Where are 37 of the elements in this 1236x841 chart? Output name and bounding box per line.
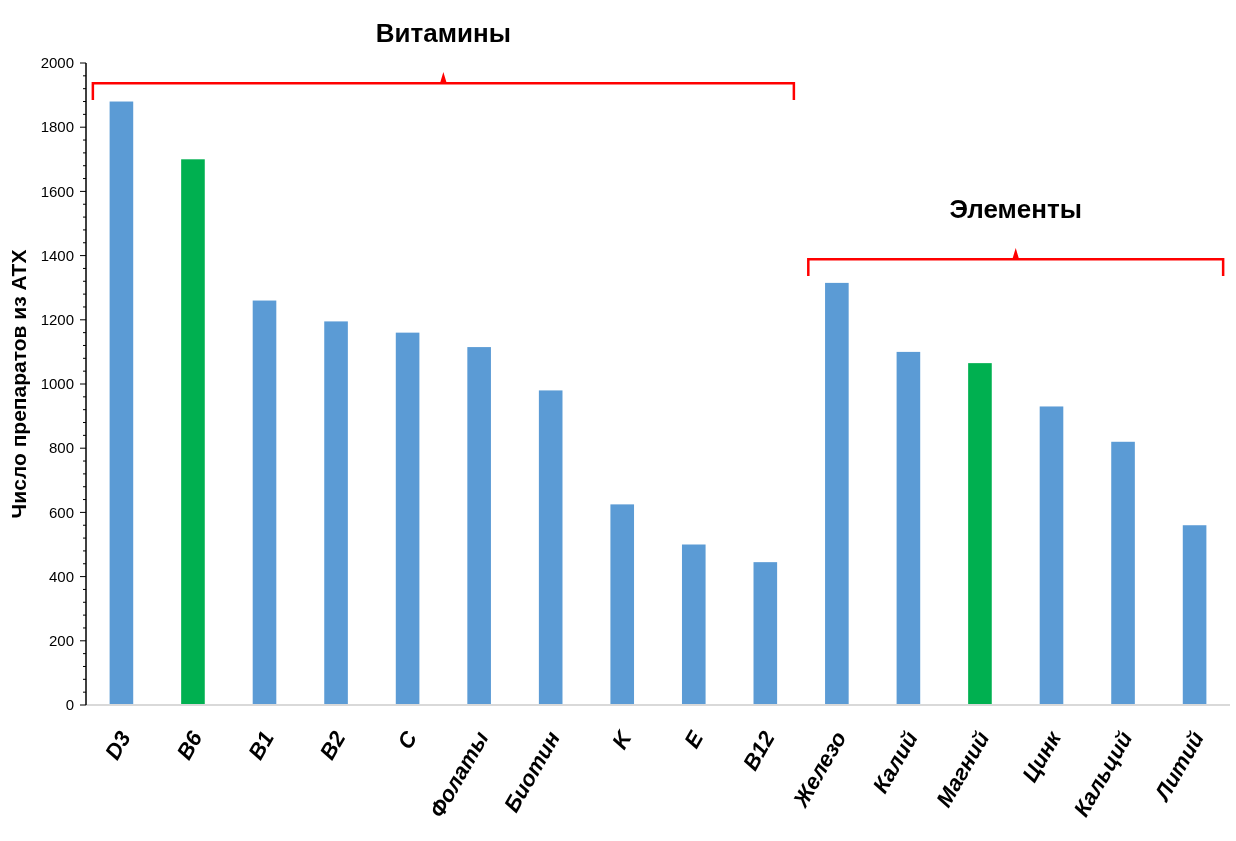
y-tick-label: 1400 — [40, 246, 74, 264]
y-tick-label: 0 — [65, 696, 74, 714]
bar — [467, 347, 491, 705]
bar — [395, 332, 420, 705]
x-tick-label: C — [392, 726, 423, 754]
bar — [252, 300, 277, 705]
bar — [896, 351, 921, 705]
bar — [1039, 406, 1064, 705]
y-tick-label: 600 — [48, 503, 74, 521]
y-tick-label: 1000 — [40, 375, 74, 393]
bar — [610, 504, 635, 705]
y-tick-label: 800 — [48, 439, 74, 457]
bar — [753, 562, 778, 705]
bar — [1182, 525, 1207, 705]
bar — [109, 101, 134, 705]
bar — [825, 282, 849, 705]
y-axis-title: Число препаратов из АТХ — [7, 249, 30, 519]
y-tick-label: 2000 — [40, 54, 74, 72]
y-tick-label: 1800 — [40, 118, 74, 136]
x-tick-label: B1 — [243, 727, 279, 764]
x-tick-label: B2 — [314, 726, 351, 764]
x-tick-label: B6 — [171, 726, 208, 764]
bar — [181, 159, 205, 705]
bar — [324, 321, 348, 705]
bar — [538, 390, 563, 705]
y-tick-label: 200 — [48, 632, 74, 650]
x-tick-label: K — [606, 725, 638, 754]
y-tick-label: 1600 — [40, 182, 74, 200]
bar — [968, 363, 992, 705]
text: Витамины — [375, 18, 511, 48]
bar — [1111, 441, 1135, 705]
x-tick-label: D3 — [100, 727, 136, 764]
x-tick-label: E — [679, 725, 709, 753]
bar — [681, 544, 706, 705]
annotation: Элементы — [949, 194, 1082, 224]
y-tick-label: 1200 — [40, 311, 74, 329]
y-tick-label: 400 — [48, 567, 74, 585]
